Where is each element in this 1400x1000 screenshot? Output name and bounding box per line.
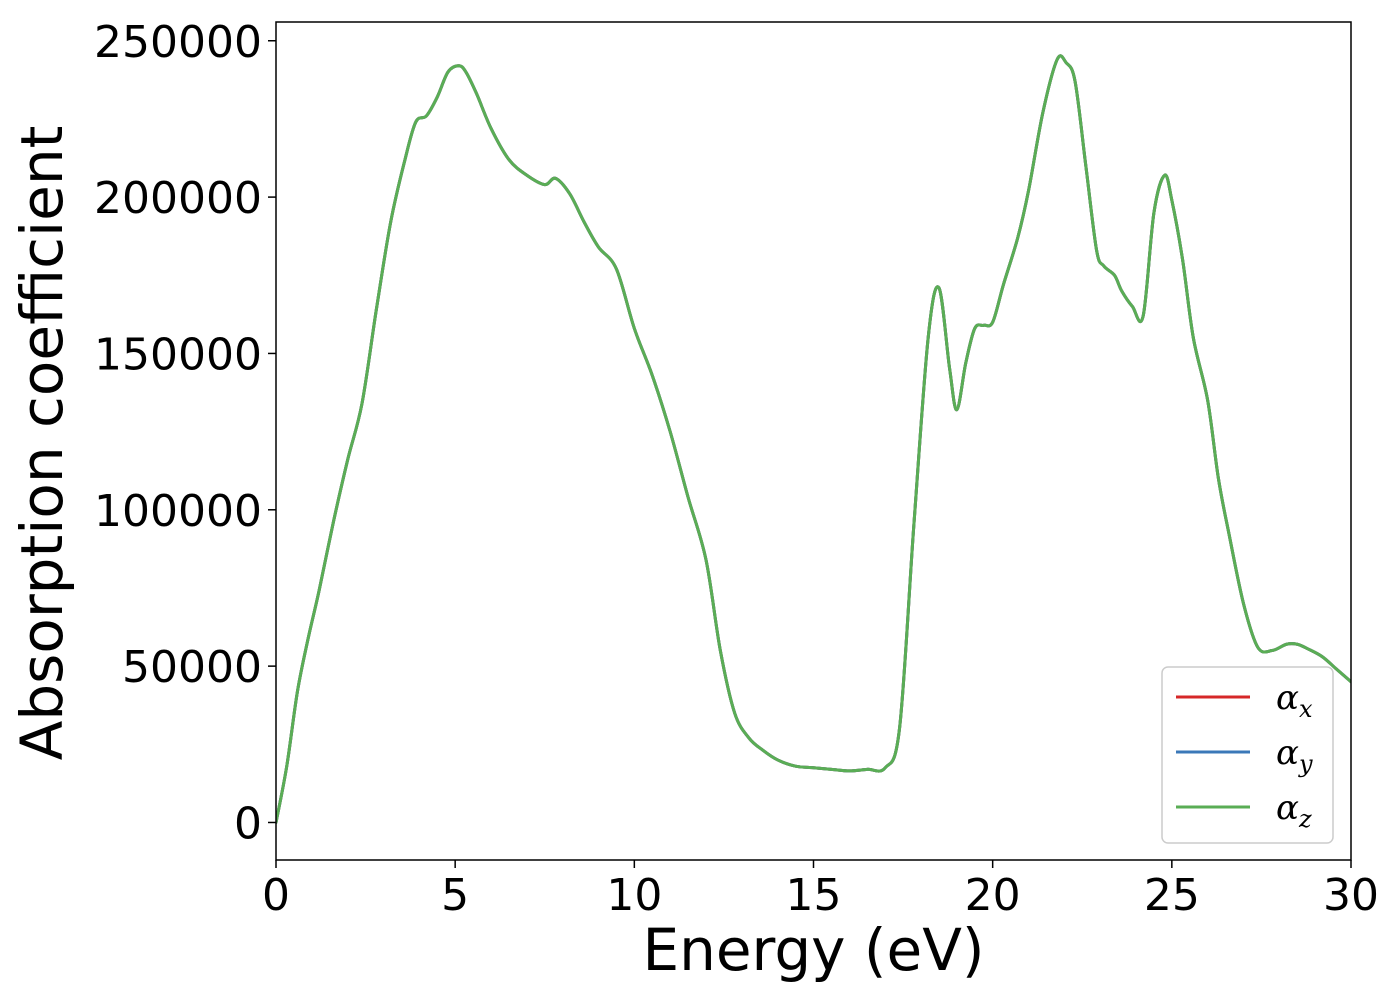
y-tick-label: 150000: [94, 329, 262, 380]
legend: αx αy αz: [1161, 666, 1334, 844]
series-line-alpha-z: [276, 54, 1351, 824]
x-tick-label: 5: [441, 870, 469, 921]
ticks-layer: 0 5 10 15 20 25 30 0 50000 100000 150000 200000 2500…: [94, 17, 1379, 921]
legend-entry-alpha-y: αy: [1176, 733, 1313, 778]
x-tick-label: 30: [1323, 870, 1379, 921]
y-tick-label: 200000: [94, 173, 262, 224]
x-tick-label: 10: [606, 870, 662, 921]
x-tick-label: 20: [965, 870, 1021, 921]
y-axis-title: Absorption coefficient: [8, 126, 76, 761]
x-tick-label: 25: [1144, 870, 1200, 921]
series-layer: [276, 54, 1351, 824]
x-tick-label: 15: [786, 870, 842, 921]
legend-entry-alpha-x: αx: [1176, 678, 1313, 723]
y-tick-label: 250000: [94, 17, 262, 68]
legend-box: [1161, 666, 1334, 844]
y-tick-label: 0: [234, 798, 262, 849]
legend-label: αx: [1276, 678, 1313, 723]
legend-label: αy: [1276, 733, 1313, 778]
y-tick-label: 100000: [94, 486, 262, 537]
x-axis-title: Energy (eV): [642, 916, 984, 984]
legend-entry-alpha-z: αz: [1176, 788, 1312, 833]
y-tick-label: 50000: [122, 642, 262, 693]
legend-label: αz: [1276, 788, 1312, 833]
x-tick-label: 0: [262, 870, 290, 921]
